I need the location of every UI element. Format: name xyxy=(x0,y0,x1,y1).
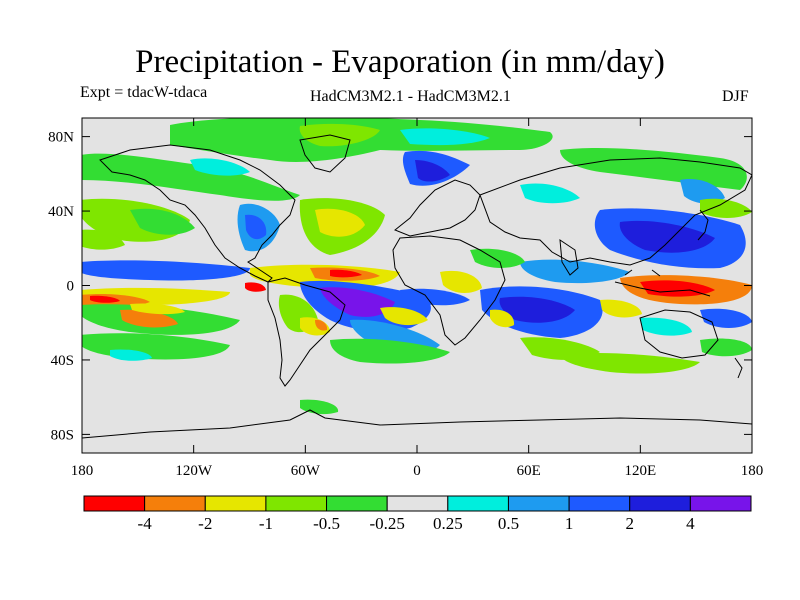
field-lightgreen xyxy=(560,352,700,374)
lon-tick-label: 60E xyxy=(517,463,541,479)
colorbar-swatch xyxy=(568,495,631,512)
field-darkblue xyxy=(499,296,575,323)
lon-tick-label: 180 xyxy=(741,463,764,479)
field-darkblue xyxy=(415,160,450,182)
field-green xyxy=(560,147,747,190)
colorbar-swatch xyxy=(386,495,449,512)
lon-tick-label: 120W xyxy=(175,463,213,479)
map-title: Precipitation - Evaporation (in mm/day) xyxy=(135,44,665,80)
field-blue xyxy=(400,288,470,306)
coast-asia xyxy=(479,157,752,266)
colorbar-label: -1 xyxy=(259,514,273,533)
colorbar-label: 0.25 xyxy=(433,514,463,533)
colorbar-swatch xyxy=(326,495,388,512)
lat-tick-label: 80S xyxy=(51,427,74,443)
colorbar-label: 0.5 xyxy=(498,514,519,533)
coast-south-america xyxy=(267,277,346,387)
field-cyan xyxy=(520,259,630,284)
longitude-ticks: 180 120W 60W 0 60E 120E 180 xyxy=(71,118,764,479)
colorbar-swatch xyxy=(507,495,570,512)
field-cyan xyxy=(110,349,152,361)
coast-japan xyxy=(697,209,709,241)
field-yellow xyxy=(440,270,482,294)
coast-africa xyxy=(392,235,506,346)
coast-greenland xyxy=(299,134,351,173)
field-green xyxy=(470,248,525,268)
colorbar-label: 2 xyxy=(625,514,634,533)
field-darkblue xyxy=(619,220,715,253)
coast-north-america xyxy=(99,144,296,283)
field-orange xyxy=(315,319,328,331)
colorbar-label: -2 xyxy=(198,514,212,533)
coast-indonesia xyxy=(614,269,711,297)
field-cyan xyxy=(640,317,692,336)
lat-tick-label: 80N xyxy=(48,130,74,146)
colorbar: -4 -2 -1 -0.5 -0.25 0.25 0.5 1 2 4 xyxy=(83,495,752,533)
season-label: DJF xyxy=(722,88,749,105)
experiment-label: Expt = tdacW-tdaca xyxy=(80,84,208,101)
lon-tick-label: 60W xyxy=(291,463,321,479)
colorbar-label: 4 xyxy=(686,514,695,533)
field-red xyxy=(330,269,362,278)
field-green xyxy=(130,208,195,235)
lat-tick-label: 40S xyxy=(51,353,74,369)
field-cyan xyxy=(190,158,250,176)
coast-newzealand xyxy=(734,357,743,379)
anomaly-field-layer xyxy=(82,118,752,415)
field-yellow xyxy=(315,208,365,237)
lon-tick-label: 120E xyxy=(624,463,656,479)
colorbar-label: 1 xyxy=(565,514,574,533)
colorbar-swatch xyxy=(447,495,509,512)
field-violet xyxy=(320,287,395,317)
field-yellow xyxy=(600,299,642,318)
field-red xyxy=(640,280,715,297)
colorbar-swatch xyxy=(689,495,752,512)
model-comparison-label: HadCM3M2.1 - HadCM3M2.1 xyxy=(310,88,511,105)
field-darkblue xyxy=(245,214,267,240)
colorbar-label: -4 xyxy=(138,514,153,533)
coast-australia xyxy=(639,309,719,359)
field-lightgreen xyxy=(299,123,380,147)
colorbar-swatch xyxy=(144,495,206,512)
field-blue xyxy=(82,260,250,281)
lon-tick-label: 0 xyxy=(413,463,421,479)
lat-tick-label: 40N xyxy=(48,204,74,220)
field-lightgreen xyxy=(700,198,752,218)
coast-antarctica xyxy=(82,409,752,439)
field-red xyxy=(90,295,120,303)
latitude-ticks: 80N 40N 0 40S 80S xyxy=(48,130,752,443)
field-cyan xyxy=(680,179,725,204)
lat-tick-label: 0 xyxy=(67,279,75,295)
field-green xyxy=(330,338,450,364)
colorbar-swatch xyxy=(83,495,146,512)
field-green xyxy=(700,338,752,357)
colorbar-label: -0.25 xyxy=(369,514,404,533)
colorbar-swatch xyxy=(629,495,691,512)
field-cyan xyxy=(520,183,580,204)
field-yellow xyxy=(380,307,428,326)
field-red xyxy=(245,282,266,292)
colorbar-swatch xyxy=(265,495,328,512)
field-yellow xyxy=(490,309,515,328)
field-cyan xyxy=(400,128,490,146)
colorbar-label: -0.5 xyxy=(313,514,340,533)
colorbar-swatch xyxy=(204,495,267,512)
coast-india xyxy=(559,239,579,276)
field-lightgreen xyxy=(82,229,125,250)
field-blue xyxy=(700,308,752,328)
coastline-layer xyxy=(82,134,752,439)
field-green xyxy=(82,153,300,201)
lon-tick-label: 180 xyxy=(71,463,94,479)
field-yellow xyxy=(130,303,185,315)
field-orange xyxy=(120,309,178,328)
